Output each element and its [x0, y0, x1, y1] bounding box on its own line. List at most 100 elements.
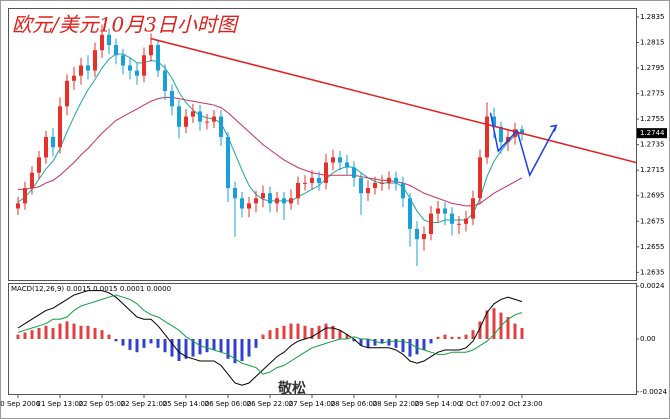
candle-body — [387, 177, 391, 183]
macd-histogram-bar — [114, 339, 118, 342]
y-tick-label: 1.2715 — [640, 166, 665, 174]
macd-histogram-bar — [394, 339, 398, 348]
candle-body — [303, 182, 307, 184]
candle-body — [499, 126, 503, 143]
y-tick-label: 0.00 — [640, 335, 656, 343]
candle-body — [457, 223, 461, 225]
candle-body — [492, 116, 496, 127]
macd-histogram-bar — [156, 339, 160, 348]
x-tick-label: 20 Sep 2006 — [0, 400, 41, 408]
candle-body — [93, 50, 97, 71]
macd-histogram-bar — [177, 339, 181, 361]
chart-title: 欧元/美元10月3日小时图 — [12, 13, 240, 37]
macd-histogram-bar — [429, 339, 433, 344]
macd-histogram-bar — [37, 328, 41, 339]
macd-histogram-bar — [226, 339, 230, 359]
candle-body — [30, 172, 34, 189]
candle-body — [429, 213, 433, 235]
candle-body — [240, 198, 244, 209]
candle-body — [198, 111, 202, 122]
candle-body — [450, 213, 454, 224]
macd-histogram-bar — [72, 323, 76, 339]
macd-histogram-bar — [247, 339, 251, 357]
last-price-label: 1.2744 — [640, 129, 665, 137]
candle-body — [191, 111, 195, 117]
macd-histogram-bar — [457, 336, 461, 339]
macd-histogram-bar — [135, 339, 139, 353]
candle-body — [366, 188, 370, 194]
macd-histogram-bar — [338, 330, 342, 339]
candle-body — [156, 45, 160, 71]
candle-body — [219, 116, 223, 137]
macd-histogram-bar — [170, 339, 174, 357]
candle-body — [86, 65, 90, 71]
y-tick-label: 1.2775 — [640, 90, 665, 98]
macd-histogram-bar — [149, 339, 153, 344]
candle-body — [51, 136, 55, 148]
candle-body — [205, 121, 209, 123]
candle-body — [485, 116, 489, 158]
macd-histogram-bar — [128, 339, 132, 350]
candle-body — [422, 234, 426, 240]
macd-histogram-bar — [212, 339, 216, 350]
macd-histogram-bar — [492, 308, 496, 339]
candle-body — [184, 116, 188, 127]
candle-body — [247, 203, 251, 209]
candle-body — [16, 203, 20, 209]
x-tick-label: 27 Sep 14:00 — [289, 400, 336, 408]
x-tick-label: 22 Sep 21:00 — [121, 400, 168, 408]
macd-histogram-bar — [380, 339, 384, 344]
x-tick-label: 28 Sep 22:00 — [373, 400, 420, 408]
candle-body — [471, 198, 475, 219]
candle-body — [254, 198, 258, 204]
candle-body — [324, 162, 328, 183]
macd-histogram-bar — [345, 334, 349, 339]
candle-body — [212, 116, 216, 122]
macd-histogram-bar — [387, 339, 391, 346]
macd-histogram-bar — [436, 336, 440, 339]
y-tick-label: 1.2835 — [640, 13, 665, 21]
last-price-box — [637, 128, 667, 139]
candle-body — [380, 182, 384, 184]
y-tick-label: 1.2815 — [640, 38, 665, 46]
x-tick-label: 25 Sep 14:00 — [163, 400, 210, 408]
macd-histogram-bar — [450, 336, 454, 339]
candle-body — [520, 129, 524, 134]
candle-body — [177, 106, 181, 127]
candle-body — [352, 167, 356, 178]
macd-histogram-bar — [289, 323, 293, 339]
macd-histogram-bar — [485, 310, 489, 339]
macd-title: MACD(12,26,9) 0.0015 0.0015 0.0001 0.000… — [11, 285, 171, 293]
candle-body — [65, 80, 69, 107]
macd-histogram-bar — [352, 339, 356, 342]
macd-histogram-bar — [58, 323, 62, 339]
macd-histogram-bar — [513, 323, 517, 339]
y-tick-label: 1.2695 — [640, 192, 665, 200]
macd-histogram-bar — [422, 339, 426, 350]
candle-body — [100, 34, 104, 51]
macd-histogram-bar — [443, 334, 447, 339]
candle-body — [310, 177, 314, 183]
candle-body — [331, 157, 335, 163]
candle-body — [72, 75, 76, 81]
macd-histogram-bar — [240, 339, 244, 361]
macd-histogram-bar — [23, 332, 27, 339]
candle-body — [128, 65, 132, 71]
macd-histogram-bar — [359, 339, 363, 346]
macd-histogram-bar — [471, 330, 475, 339]
macd-histogram-bar — [408, 339, 412, 357]
y-tick-label: 1.2675 — [640, 217, 665, 225]
macd-histogram-bar — [219, 339, 223, 353]
candle-body — [58, 106, 62, 148]
candle-body — [163, 70, 167, 92]
macd-histogram-bar — [184, 339, 188, 359]
y-tick-label: 1.2655 — [640, 243, 665, 251]
macd-histogram-bar — [51, 328, 55, 339]
candle-body — [436, 208, 440, 214]
macd-histogram-bar — [86, 325, 90, 339]
macd-histogram-bar — [107, 334, 111, 339]
candle-body — [359, 177, 363, 194]
macd-histogram-bar — [254, 339, 258, 348]
macd-histogram-bar — [324, 323, 328, 339]
candle-body — [282, 198, 286, 204]
